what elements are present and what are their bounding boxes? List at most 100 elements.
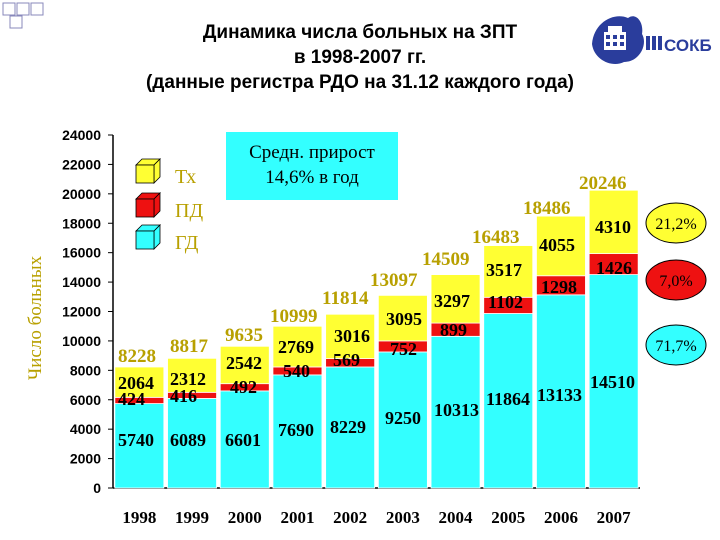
logo-emblem-icon: [592, 16, 644, 64]
data-label-tx: 4310: [595, 217, 631, 237]
data-label-tx: 3517: [486, 260, 522, 280]
bar-Тх-2001: [272, 325, 323, 368]
data-label-pd: 899: [440, 320, 467, 340]
title-line-1: Динамика числа больных на ЗПТ: [202, 22, 518, 43]
x-tick-label: 1999: [175, 508, 209, 527]
data-label-total: 16483: [472, 227, 520, 248]
bar-ГД-2006: [536, 294, 586, 489]
bar-ГД-1998: [114, 403, 165, 489]
data-label-gd: 8229: [330, 417, 366, 437]
bar-ГД-2000: [219, 390, 270, 489]
data-label-gd: 6089: [170, 430, 206, 450]
y-tick-label: 22000: [62, 156, 101, 172]
logo-text: СОКБ: [664, 36, 712, 55]
data-label-total: 10999: [270, 306, 318, 327]
x-tick-label: 2006: [544, 508, 578, 527]
data-label-pd: 752: [390, 339, 417, 359]
x-tick-label: 2007: [597, 508, 632, 527]
bar-Тх-2002: [325, 313, 376, 359]
y-tick-label: 2000: [70, 451, 101, 467]
growth-annotation-box: [226, 132, 398, 200]
y-axis-label: Число больных: [25, 255, 46, 380]
bar-Тх-1999: [167, 357, 217, 393]
growth-annotation-line1: Средн. прирост: [249, 142, 375, 163]
y-tick-label: 12000: [62, 304, 101, 320]
data-label-tx: 4055: [539, 235, 575, 255]
data-label-tx: 2769: [278, 337, 314, 357]
data-label-pd: 569: [333, 350, 360, 370]
percent-badge: [645, 259, 707, 301]
x-tick-label: 2003: [386, 508, 420, 527]
bar-ГД-2003: [377, 351, 428, 489]
data-label-pd: 540: [283, 361, 310, 381]
y-tick-label: 24000: [62, 127, 101, 143]
bar-Тх-2005: [483, 245, 534, 298]
x-tick-label: 2001: [280, 508, 314, 527]
data-label-gd: 6601: [225, 430, 261, 450]
y-tick-label: 10000: [62, 333, 101, 349]
data-label-pd: 1426: [596, 258, 632, 278]
data-label-gd: 7690: [278, 420, 314, 440]
bar-Тх-2000: [219, 345, 270, 385]
title-line-3: (данные регистра РДО на 31.12 каждого го…: [145, 72, 575, 93]
legend-label-ПД: ПД: [175, 200, 203, 222]
data-label-total: 18486: [523, 198, 571, 219]
y-tick-label: 4000: [70, 421, 101, 437]
percent-badge-label: 21,2%: [655, 216, 696, 233]
y-tick-label: 0: [93, 480, 101, 496]
bar-ГД-2007: [588, 274, 639, 489]
data-label-total: 9635: [225, 325, 263, 346]
bar-ГД-2004: [430, 335, 481, 489]
data-label-tx: 2542: [226, 353, 262, 373]
bar-ГД-1999: [167, 398, 217, 489]
legend-swatch-Тх: [135, 164, 155, 184]
legend-label-ГД: ГД: [175, 232, 199, 254]
data-label-pd: 424: [118, 389, 145, 409]
bar-Тх-1998: [114, 366, 165, 398]
bar-Тх-2003: [377, 294, 428, 342]
title-line-2: в 1998-2007 гг.: [293, 47, 427, 68]
x-tick-label: 2002: [333, 508, 367, 527]
data-label-total: 8228: [118, 346, 156, 367]
decorative-squares: [2, 2, 44, 29]
percent-badge: [645, 202, 707, 244]
data-label-total: 20246: [579, 173, 627, 194]
bar-Тх-2007: [588, 189, 639, 255]
x-tick-label: 2000: [228, 508, 262, 527]
bar-ГД-2005: [483, 313, 534, 489]
percent-badge-label: 71,7%: [655, 338, 696, 355]
data-label-gd: 9250: [385, 408, 421, 428]
legend-swatch-ГД: [135, 230, 155, 250]
data-label-total: 11814: [322, 288, 369, 309]
percent-badge: [645, 324, 707, 366]
bar-Тх-2006: [536, 215, 586, 277]
y-tick-label: 16000: [62, 245, 101, 261]
data-label-gd: 14510: [590, 372, 635, 392]
data-label-total: 13097: [370, 270, 418, 291]
data-label-total: 14509: [422, 249, 470, 270]
data-label-pd: 1102: [488, 292, 523, 312]
data-label-tx: 3297: [434, 291, 470, 311]
y-tick-label: 6000: [70, 392, 101, 408]
data-label-gd: 13133: [537, 385, 582, 405]
y-tick-label: 18000: [62, 215, 101, 231]
x-tick-label: 2005: [491, 508, 525, 527]
chart-title: Динамика числа больных на ЗПТ в 1998-200…: [40, 20, 680, 95]
data-label-pd: 416: [170, 386, 197, 406]
logo-bars-icon: [646, 36, 662, 50]
growth-annotation-line2: 14,6% в год: [265, 167, 359, 188]
x-tick-label: 2004: [439, 508, 474, 527]
x-tick-label: 1998: [122, 508, 156, 527]
y-tick-label: 20000: [62, 186, 101, 202]
bar-ГД-2002: [325, 366, 376, 489]
bar-Тх-2004: [430, 274, 481, 324]
data-label-gd: 10313: [434, 400, 479, 420]
y-tick-label: 14000: [62, 274, 101, 290]
data-label-gd: 5740: [118, 430, 154, 450]
bar-ГД-2001: [272, 374, 323, 489]
legend-swatch-ПД: [135, 198, 155, 218]
hospital-logo: СОКБ: [592, 16, 712, 64]
data-label-pd: 492: [230, 377, 257, 397]
y-tick-label: 8000: [70, 362, 101, 378]
